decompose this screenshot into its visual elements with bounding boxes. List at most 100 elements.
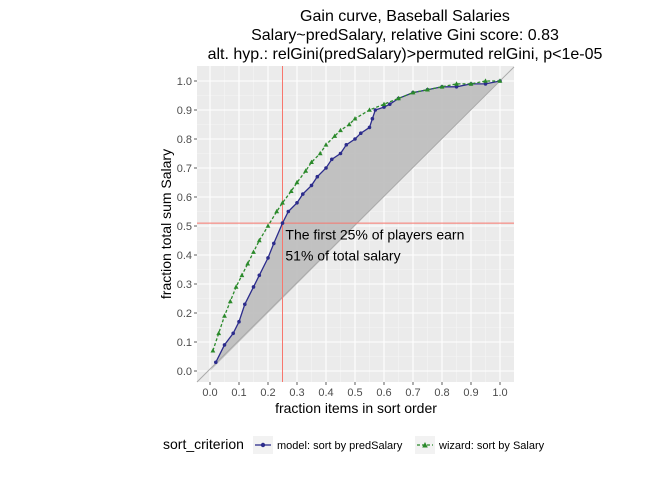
data-point	[497, 78, 503, 83]
x-tick-label: 0.0	[202, 387, 217, 399]
series-layer	[210, 78, 503, 365]
data-point	[367, 107, 372, 112]
y-tick-label: 0.3	[177, 279, 192, 291]
x-tick-label: 0.1	[231, 387, 246, 399]
legend-label: model: sort by predSalary	[277, 440, 403, 452]
data-point	[294, 179, 300, 185]
data-point	[222, 313, 227, 318]
data-point	[323, 142, 329, 147]
data-point	[410, 90, 416, 95]
y-tick-label: 0.4	[177, 250, 192, 262]
data-point	[338, 127, 343, 133]
data-point	[454, 81, 459, 86]
annotation-line-1: The first 25% of players earn	[285, 227, 464, 243]
data-point	[210, 348, 216, 353]
data-point	[272, 241, 276, 246]
legend-label: wizard: sort by Salary	[438, 440, 545, 452]
data-point	[280, 221, 285, 225]
data-point	[346, 121, 352, 127]
data-point	[439, 84, 445, 89]
data-point	[344, 143, 349, 147]
y-axis-title: fraction total sum Salary	[158, 149, 174, 299]
x-tick-label: 0.2	[260, 387, 275, 399]
data-point	[330, 157, 334, 162]
data-point	[359, 131, 363, 135]
data-point	[352, 116, 358, 121]
x-tick-label: 0.8	[434, 387, 449, 399]
data-point	[295, 201, 299, 205]
x-tick-label: 0.6	[376, 387, 391, 399]
x-axis: 0.0 0.1 0.2 0.3 0.4 0.5 0.6 0.7 0.8 0.9 1.0	[202, 382, 508, 399]
data-point	[373, 108, 378, 112]
y-tick-label: 0.1	[177, 337, 192, 349]
data-point	[315, 174, 320, 179]
data-point	[245, 261, 251, 266]
series-wizard	[210, 78, 503, 353]
data-point	[353, 137, 357, 141]
data-point	[222, 343, 227, 347]
x-tick-label: 0.3	[289, 387, 304, 399]
data-point	[309, 159, 314, 164]
data-point	[317, 150, 323, 156]
data-point	[251, 285, 256, 289]
title-line-2: Salary~predSalary, relative Gini score: …	[251, 27, 559, 44]
data-point	[483, 82, 488, 86]
data-point	[233, 284, 239, 289]
data-point	[301, 192, 305, 196]
y-tick-label: 0.6	[177, 192, 192, 204]
legend: sort_criterion model: sort by predSalary…	[163, 436, 545, 454]
y-tick-label: 0.8	[177, 134, 192, 146]
data-point	[237, 319, 241, 324]
data-point	[396, 95, 401, 101]
series-line	[212, 80, 500, 351]
x-tick-label: 1.0	[492, 387, 507, 399]
data-point	[251, 249, 256, 254]
annotation-line-2: 51% of total salary	[285, 248, 400, 264]
x-tick-label: 0.9	[463, 387, 478, 399]
data-point	[468, 81, 474, 86]
y-tick-label: 0.9	[177, 105, 192, 117]
data-point	[382, 105, 386, 109]
y-tick-label: 0.0	[177, 366, 192, 378]
data-point	[231, 331, 235, 336]
chart-title: Gain curve, Baseball Salaries Salary~pre…	[208, 8, 603, 63]
data-point	[332, 133, 338, 138]
data-point	[280, 200, 285, 205]
data-point	[338, 151, 343, 156]
data-point	[274, 208, 280, 214]
y-tick-label: 0.5	[177, 221, 192, 233]
x-tick-label: 0.7	[405, 387, 420, 399]
x-tick-label: 0.5	[347, 387, 362, 399]
data-point	[286, 209, 291, 214]
data-point	[324, 166, 328, 170]
data-point	[216, 330, 222, 336]
legend-entry-wizard: wizard: sort by Salary	[415, 436, 545, 454]
data-point	[243, 302, 247, 307]
title-line-3: alt. hyp.: relGini(predSalary)>permuted …	[208, 46, 603, 63]
data-point	[381, 101, 387, 106]
data-point	[288, 188, 294, 193]
data-point	[266, 256, 270, 260]
data-point	[239, 272, 245, 278]
data-point	[367, 125, 372, 130]
x-axis-title: fraction items in sort order	[275, 400, 437, 416]
data-point	[214, 360, 218, 365]
data-point	[370, 116, 375, 121]
data-point	[303, 168, 309, 173]
y-axis: 0.0 0.1 0.2 0.3 0.4 0.5 0.6 0.7 0.8 0.9 1.0	[177, 76, 197, 378]
data-point	[309, 183, 314, 188]
legend-key-marker	[422, 442, 428, 448]
data-point	[257, 273, 262, 278]
data-point	[265, 223, 271, 228]
diagonal-line	[196, 66, 515, 383]
data-point	[227, 298, 233, 304]
y-tick-label: 1.0	[177, 76, 192, 88]
legend-entry-model: model: sort by predSalary	[253, 436, 403, 454]
data-point	[483, 78, 488, 83]
data-point	[388, 102, 392, 106]
y-tick-label: 0.2	[177, 308, 192, 320]
y-tick-label: 0.7	[177, 163, 192, 175]
x-tick-label: 0.4	[318, 387, 333, 399]
title-line-1: Gain curve, Baseball Salaries	[300, 8, 510, 25]
